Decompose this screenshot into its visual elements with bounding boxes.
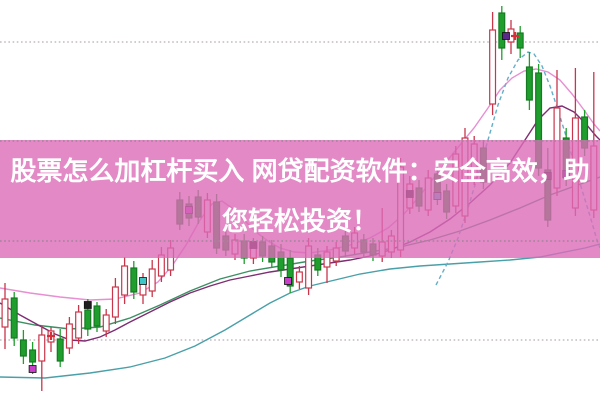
- signal-square-marker: [284, 277, 292, 285]
- ma-slow-teal: [0, 243, 600, 379]
- candle-down: [498, 12, 506, 49]
- candle-up: [111, 286, 119, 318]
- candle-up: [102, 314, 110, 332]
- signal-square-marker: [502, 32, 510, 40]
- candle-up: [1, 298, 9, 328]
- candle-down: [10, 297, 18, 339]
- candle-down: [19, 339, 27, 357]
- candle-up: [121, 265, 129, 296]
- candle-down: [286, 257, 294, 287]
- candle-down: [525, 66, 533, 101]
- promo-banner: [0, 140, 600, 258]
- signal-square-marker: [83, 301, 92, 309]
- candle-up: [157, 254, 165, 277]
- candle-up: [75, 311, 83, 339]
- candle-up: [65, 323, 73, 349]
- candle-down: [84, 309, 92, 330]
- candle-up: [38, 334, 46, 362]
- signal-square-marker: [28, 365, 37, 373]
- candle-down: [56, 338, 64, 362]
- candle-down: [130, 267, 138, 293]
- candle-up: [489, 29, 497, 105]
- candle-down: [93, 305, 101, 327]
- candle-down: [516, 32, 524, 49]
- candle-down: [29, 349, 37, 363]
- signal-square-marker: [139, 277, 147, 285]
- candle-up: [295, 271, 303, 283]
- candle-up: [148, 268, 156, 292]
